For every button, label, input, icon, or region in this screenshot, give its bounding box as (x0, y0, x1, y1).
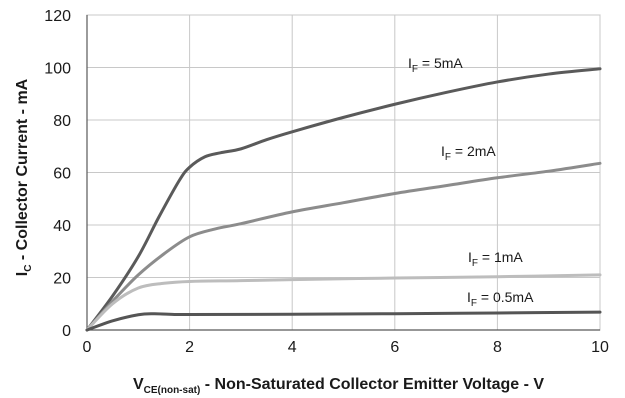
y-tick-label: 0 (62, 323, 71, 340)
x-tick-label: 8 (493, 339, 502, 356)
series-label-0-5ma: IF = 0.5mA (467, 289, 534, 309)
y-axis-title: IC - Collector Current - mA (14, 78, 34, 276)
x-tick-label: 6 (390, 339, 399, 356)
y-tick-label: 40 (53, 218, 71, 235)
series-label-5ma: IF = 5mA (408, 55, 463, 75)
y-tick-label: 100 (44, 61, 71, 78)
y-tick-label: 120 (44, 8, 71, 25)
series-label-1ma: IF = 1mA (468, 249, 523, 269)
series-line-0-5ma (85, 310, 602, 332)
x-tick-label: 2 (185, 339, 194, 356)
y-tick-label: 80 (53, 113, 71, 130)
y-tick-label: 20 (53, 271, 71, 288)
x-tick-label: 10 (591, 339, 609, 356)
series-line-2ma (85, 161, 602, 332)
series-line-5ma (85, 67, 602, 332)
series-group (85, 67, 602, 332)
series-line-1ma (85, 273, 602, 332)
x-axis-title: VCE(non-sat) - Non-Saturated Collector E… (133, 376, 544, 396)
x-tick-label: 0 (83, 339, 92, 356)
series-label-2ma: IF = 2mA (441, 143, 496, 163)
x-tick-label: 4 (288, 339, 297, 356)
labels: IF = 5mA IF = 2mA IF = 1mA IF = 0.5mA (408, 55, 534, 309)
y-tick-label: 60 (53, 166, 71, 183)
